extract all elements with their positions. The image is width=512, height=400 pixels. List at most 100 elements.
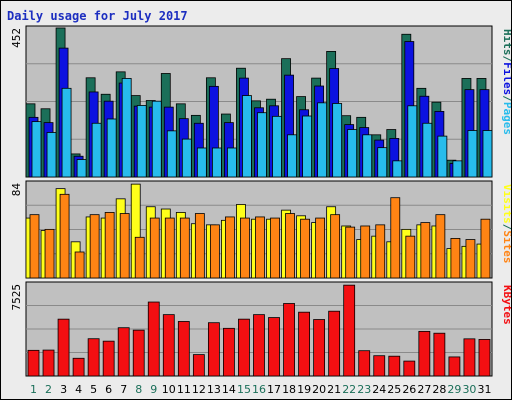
y-max-label: 452 — [10, 28, 23, 48]
x-tick-label-day-1: 1 — [30, 383, 37, 396]
bar-kbytes-day-18: KBytes 18: 5930 — [283, 303, 295, 377]
side-legend-part: / — [501, 95, 511, 102]
bar-kbytes-day-27: KBytes 27: 3650 — [418, 330, 431, 377]
bar-pages-day-7: Pages 7: 299 — [121, 78, 132, 178]
bar-kbytes-day-14: KBytes 14: 3900 — [223, 327, 235, 377]
bar-pages-day-5: Pages 5: 163 — [91, 122, 102, 178]
bar-kbytes-day-29: KBytes 29: 1560 — [448, 356, 461, 377]
bar-kbytes-day-16: KBytes 16: 5020 — [253, 314, 265, 377]
bar-pages-day-4: Pages 4: 53 — [76, 159, 87, 178]
side-legend-label: KBytes — [501, 285, 511, 325]
bar-kbytes-day-13: KBytes 13: 4360 — [207, 322, 220, 377]
bar-pages-day-28: Pages 28: 124 — [437, 135, 448, 178]
x-tick-label-day-28: 28 — [432, 383, 446, 396]
bar-kbytes-day-31: KBytes 31: 2990 — [478, 339, 491, 377]
bar-sites-day-22: Sites 22: 45 — [345, 226, 356, 279]
side-legend-label: Hits/Files/Pages — [501, 29, 511, 135]
x-tick-label-day-27: 27 — [417, 383, 431, 396]
bar-kbytes-day-3: KBytes 3: 4650 — [57, 318, 70, 377]
y-max-label: 7525 — [10, 284, 23, 311]
x-tick-label-day-14: 14 — [222, 383, 236, 396]
bar-pages-day-19: Pages 19: 185 — [302, 115, 312, 178]
bar-kbytes-day-1: KBytes 1: 2100 — [27, 349, 40, 377]
bar-sites-day-26: Sites 26: 37 — [405, 235, 416, 279]
bar-pages-day-18: Pages 18: 128 — [287, 134, 297, 178]
x-tick-label-day-31: 31 — [477, 383, 491, 396]
bar-sites-day-25: Sites 25: 71 — [390, 197, 401, 279]
bar-kbytes-day-6: KBytes 6: 2850 — [102, 340, 115, 377]
x-tick-label-day-9: 9 — [150, 383, 157, 396]
bar-pages-day-11: Pages 11: 115 — [181, 138, 192, 178]
bar-sites-day-13: Sites 13: 47 — [209, 224, 220, 279]
x-tick-label-day-2: 2 — [45, 383, 52, 396]
side-legend-label: Visits/Sites — [501, 184, 511, 264]
bar-pages-day-29: Pages 29: 49 — [452, 160, 463, 178]
bar-sites-day-16: Sites 16: 54 — [255, 216, 265, 279]
bar-kbytes-day-23: KBytes 23: 2070 — [358, 350, 371, 377]
bar-sites-day-31: Sites 31: 52 — [480, 218, 491, 279]
bar-sites-day-27: Sites 27: 49 — [420, 222, 431, 279]
bar-pages-day-12: Pages 12: 88 — [196, 147, 207, 178]
bar-sites-day-5: Sites 5: 56 — [89, 214, 100, 279]
x-tick-label-day-26: 26 — [402, 383, 416, 396]
bar-sites-day-1: Sites 1: 56 — [29, 214, 40, 279]
bar-sites-day-19: Sites 19: 52 — [300, 218, 310, 279]
side-legend-part: / — [501, 224, 511, 231]
side-legend-part: / — [501, 56, 511, 63]
bar-pages-day-24: Pages 24: 89 — [377, 147, 388, 178]
x-tick-label-day-17: 17 — [267, 383, 281, 396]
bar-pages-day-15: Pages 15: 247 — [242, 95, 252, 178]
x-tick-label-day-23: 23 — [357, 383, 371, 396]
x-tick-label-day-11: 11 — [177, 383, 191, 396]
bar-sites-day-21: Sites 21: 56 — [330, 214, 341, 279]
bar-pages-day-27: Pages 27: 163 — [422, 122, 433, 178]
bar-sites-day-18: Sites 18: 57 — [285, 213, 295, 279]
bar-pages-day-20: Pages 20: 225 — [317, 102, 328, 178]
bar-kbytes-day-22: KBytes 22: 7430 — [343, 284, 356, 377]
bar-kbytes-day-10: KBytes 10: 5020 — [162, 314, 175, 377]
x-tick-label-day-21: 21 — [327, 383, 341, 396]
bar-kbytes-day-21: KBytes 21: 5300 — [328, 310, 341, 377]
bar-sites-day-7: Sites 7: 57 — [119, 213, 130, 279]
side-legend-part: Visits — [501, 184, 511, 224]
bar-kbytes-day-4: KBytes 4: 1450 — [72, 357, 85, 377]
panel-kbytes: KBytes 1: 2100KBytes 2: 2120KBytes 3: 46… — [10, 281, 511, 377]
bar-kbytes-day-9: KBytes 9: 6050 — [147, 301, 160, 377]
bar-pages-day-21: Pages 21: 223 — [332, 103, 343, 178]
bar-pages-day-3: Pages 3: 269 — [61, 87, 72, 178]
x-tick-label-day-25: 25 — [387, 383, 401, 396]
bar-kbytes-day-15: KBytes 15: 4650 — [238, 318, 250, 377]
bar-pages-day-6: Pages 6: 176 — [106, 118, 117, 178]
x-tick-label-day-12: 12 — [192, 383, 206, 396]
x-tick-label-day-20: 20 — [312, 383, 326, 396]
bar-pages-day-31: Pages 31: 141 — [482, 130, 493, 178]
x-tick-label-day-30: 30 — [462, 383, 476, 396]
bar-sites-day-4: Sites 4: 23 — [74, 251, 85, 279]
bar-sites-day-11: Sites 11: 53 — [179, 217, 190, 279]
bar-pages-day-26: Pages 26: 216 — [407, 105, 418, 178]
bar-kbytes-day-20: KBytes 20: 4620 — [313, 319, 326, 377]
bar-sites-day-24: Sites 24: 47 — [375, 224, 386, 279]
bar-sites-day-14: Sites 14: 54 — [225, 216, 235, 279]
x-tick-label-day-3: 3 — [60, 383, 67, 396]
bar-pages-day-30: Pages 30: 141 — [467, 130, 478, 178]
x-tick-label-day-18: 18 — [282, 383, 296, 396]
x-tick-label-day-22: 22 — [342, 383, 356, 396]
side-legend-part: Sites — [501, 230, 511, 263]
bar-sites-day-29: Sites 29: 35 — [450, 238, 461, 279]
chart-title: Daily usage for July 2017 — [7, 9, 188, 23]
panel-visits_sites: Visits 1: 53Visits 2: 42Visits 3: 79Visi… — [10, 180, 511, 279]
bar-sites-day-2: Sites 2: 43 — [44, 228, 55, 279]
bar-pages-day-23: Pages 23: 128 — [362, 134, 373, 178]
bar-pages-day-17: Pages 17: 184 — [272, 115, 282, 178]
y-max-label: 84 — [10, 183, 23, 197]
bar-pages-day-1: Pages 1: 168 — [31, 121, 42, 178]
bar-pages-day-9: Pages 9: 230 — [151, 100, 162, 178]
x-tick-label-day-29: 29 — [447, 383, 461, 396]
bar-kbytes-day-26: KBytes 26: 1220 — [403, 360, 416, 377]
x-tick-label-day-5: 5 — [90, 383, 97, 396]
side-legend-part: Hits — [501, 29, 511, 56]
x-tick-label-day-13: 13 — [207, 383, 221, 396]
x-tick-label-day-7: 7 — [120, 383, 127, 396]
x-tick-label-day-10: 10 — [162, 383, 176, 396]
